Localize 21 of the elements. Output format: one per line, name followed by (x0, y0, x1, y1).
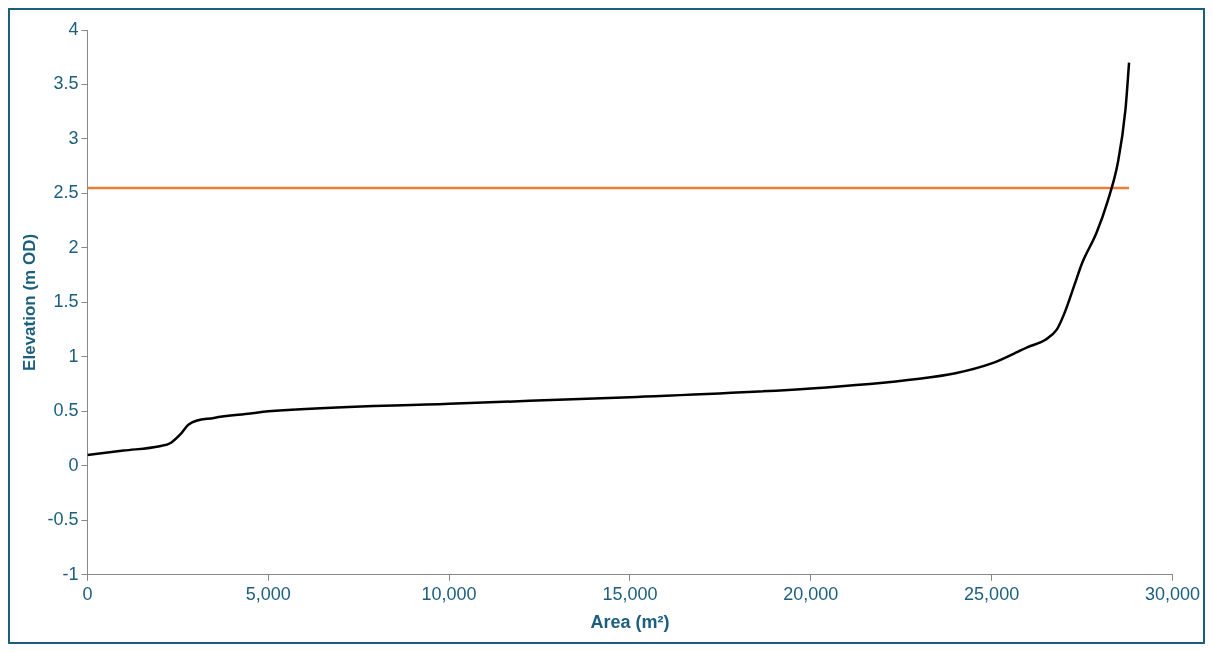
x-tick-label: 5,000 (245, 583, 291, 604)
x-tick-label: 15,000 (602, 583, 658, 604)
y-tick-label: 1 (68, 345, 79, 366)
line-series (87, 61, 1131, 457)
y-tick-label: 2.5 (53, 182, 79, 203)
x-tick-label: 20,000 (783, 583, 839, 604)
y-tick-label: 4 (68, 18, 79, 39)
x-tick-label: 30,000 (1144, 583, 1200, 604)
y-tick-label: -1 (62, 563, 79, 584)
y-axis-title: Elevation (m OD) (19, 233, 39, 371)
y-tick-label: 0.5 (53, 400, 79, 421)
y-tick-label: 0 (68, 454, 79, 475)
y-tick-label: 2 (68, 236, 79, 257)
y-tick-label: 3.5 (53, 73, 79, 94)
x-tick-label: 10,000 (421, 583, 477, 604)
x-tick-label: 0 (82, 583, 93, 604)
y-tick-label: 1.5 (53, 291, 79, 312)
y-tick-label: 3 (68, 127, 79, 148)
y-tick-label: -0.5 (47, 509, 79, 530)
x-tick-label: 25,000 (964, 583, 1020, 604)
x-axis-title: Area (m²) (590, 612, 670, 633)
